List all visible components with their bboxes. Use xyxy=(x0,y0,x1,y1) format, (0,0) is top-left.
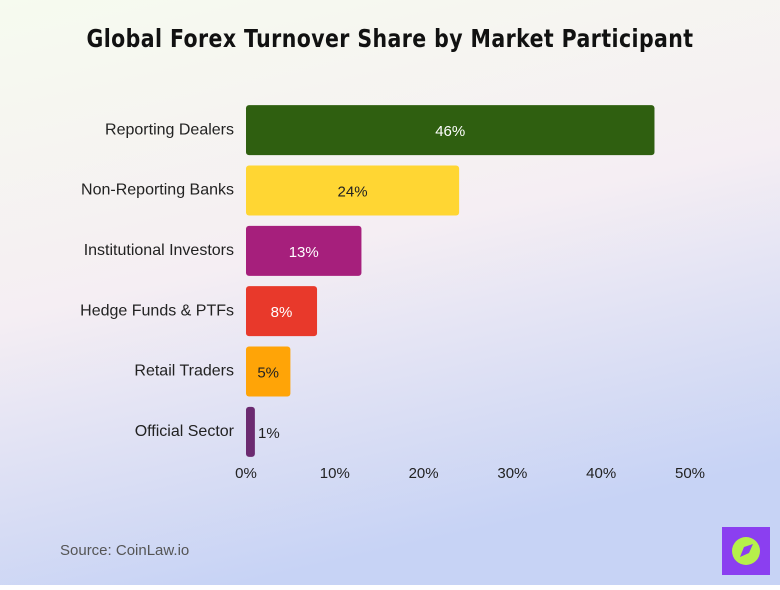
value-label: 8% xyxy=(271,304,293,321)
y-tick-label: Hedge Funds & PTFs xyxy=(80,302,234,319)
value-label: 5% xyxy=(257,364,279,381)
bar xyxy=(246,225,362,276)
value-label: 24% xyxy=(338,183,368,200)
source: Source: CoinLaw.io xyxy=(60,542,189,559)
x-tick-label: 0% xyxy=(235,465,257,482)
x-tick-label: 30% xyxy=(497,465,527,482)
value-label: 13% xyxy=(289,244,319,261)
y-tick-label: Non-Reporting Banks xyxy=(81,182,234,199)
bar xyxy=(246,105,655,156)
y-tick-label: Institutional Investors xyxy=(84,242,234,259)
y-tick-label: Reporting Dealers xyxy=(105,121,234,138)
logo xyxy=(722,527,770,575)
value-label: 1% xyxy=(258,425,280,442)
bar xyxy=(246,406,255,457)
x-tick-label: 50% xyxy=(675,465,705,482)
bar xyxy=(246,165,460,216)
y-tick-label: Retail Traders xyxy=(134,363,234,380)
chart-title: Global Forex Turnover Share by Market Pa… xyxy=(86,25,693,53)
x-tick-label: 10% xyxy=(320,465,350,482)
bar xyxy=(246,286,318,337)
x-tick-label: 40% xyxy=(586,465,616,482)
bar xyxy=(246,346,291,397)
x-tick-label: 20% xyxy=(409,465,439,482)
value-label: 46% xyxy=(435,123,465,140)
logo-compass xyxy=(740,544,753,557)
y-tick-label: Official Sector xyxy=(135,423,235,440)
